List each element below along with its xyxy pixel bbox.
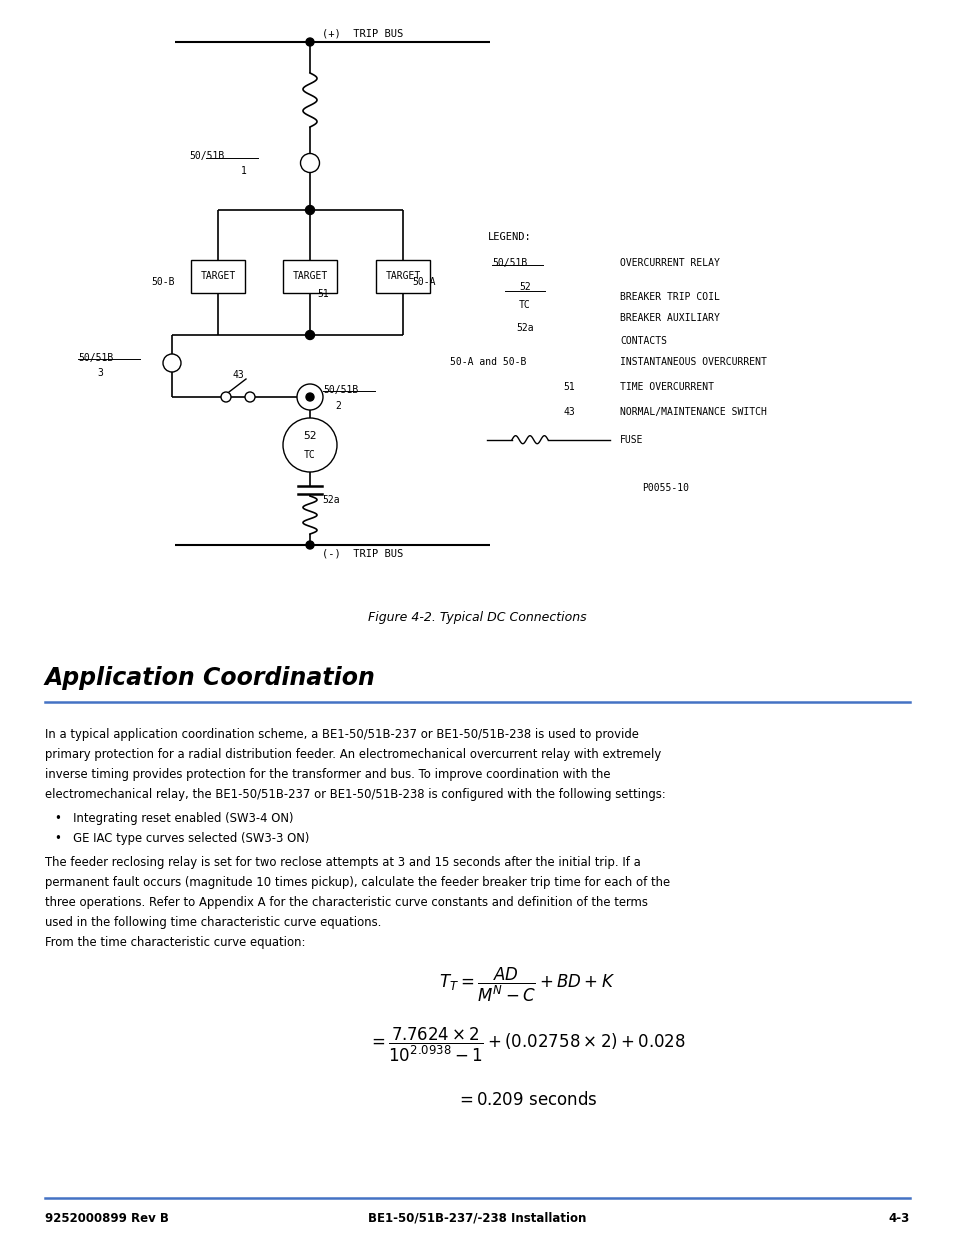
Text: BE1-50/51B-237/-238 Installation: BE1-50/51B-237/-238 Installation — [368, 1212, 585, 1224]
Text: $= 0.209 \text{ seconds}$: $= 0.209 \text{ seconds}$ — [456, 1091, 598, 1109]
Text: The feeder reclosing relay is set for two reclose attempts at 3 and 15 seconds a: The feeder reclosing relay is set for tw… — [45, 856, 640, 869]
Circle shape — [306, 393, 314, 401]
Text: 51: 51 — [562, 382, 575, 391]
Bar — [283, 261, 336, 293]
Text: BREAKER AUXILIARY: BREAKER AUXILIARY — [619, 314, 720, 324]
Bar — [191, 261, 245, 293]
Text: permanent fault occurs (magnitude 10 times pickup), calculate the feeder breaker: permanent fault occurs (magnitude 10 tim… — [45, 876, 669, 889]
Text: $= \dfrac{7.7624 \times 2}{10^{2.0938} - 1} + (0.02758 \times 2) + 0.028$: $= \dfrac{7.7624 \times 2}{10^{2.0938} -… — [368, 1026, 685, 1065]
Text: 43: 43 — [562, 406, 575, 416]
Text: 50-B: 50-B — [152, 277, 174, 287]
Text: used in the following time characteristic curve equations.: used in the following time characteristi… — [45, 916, 381, 929]
Text: CONTACTS: CONTACTS — [619, 336, 666, 346]
Text: (-)  TRIP BUS: (-) TRIP BUS — [322, 550, 403, 559]
Text: •   GE IAC type curves selected (SW3-3 ON): • GE IAC type curves selected (SW3-3 ON) — [55, 832, 309, 845]
Text: 50/51B: 50/51B — [190, 151, 225, 161]
Text: From the time characteristic curve equation:: From the time characteristic curve equat… — [45, 936, 305, 948]
Text: 52: 52 — [303, 431, 316, 441]
Circle shape — [306, 38, 314, 46]
Text: FUSE: FUSE — [619, 435, 643, 445]
Text: NORMAL/MAINTENANCE SWITCH: NORMAL/MAINTENANCE SWITCH — [619, 406, 766, 416]
Text: 2: 2 — [335, 401, 340, 411]
Text: 50/51B: 50/51B — [492, 258, 527, 268]
Text: 51: 51 — [316, 289, 329, 299]
Text: 43: 43 — [232, 370, 244, 380]
Circle shape — [300, 153, 319, 173]
Text: inverse timing provides protection for the transformer and bus. To improve coord: inverse timing provides protection for t… — [45, 768, 610, 781]
Circle shape — [283, 417, 336, 472]
Circle shape — [305, 205, 314, 215]
Text: TIME OVERCURRENT: TIME OVERCURRENT — [619, 382, 713, 391]
Text: 4-3: 4-3 — [888, 1212, 909, 1224]
Text: Figure 4-2. Typical DC Connections: Figure 4-2. Typical DC Connections — [367, 611, 586, 625]
Text: 3: 3 — [97, 368, 103, 378]
Text: 50-A: 50-A — [412, 277, 435, 287]
Text: primary protection for a radial distribution feeder. An electromechanical overcu: primary protection for a radial distribu… — [45, 748, 660, 761]
Text: 50/51B: 50/51B — [323, 385, 358, 395]
Text: 52a: 52a — [516, 324, 534, 333]
Text: 9252000899 Rev B: 9252000899 Rev B — [45, 1212, 169, 1224]
Text: OVERCURRENT RELAY: OVERCURRENT RELAY — [619, 258, 720, 268]
Text: 50/51B: 50/51B — [78, 353, 113, 363]
Text: 52: 52 — [518, 282, 530, 293]
Text: TC: TC — [304, 450, 315, 459]
Circle shape — [296, 384, 323, 410]
Text: •   Integrating reset enabled (SW3-4 ON): • Integrating reset enabled (SW3-4 ON) — [55, 811, 294, 825]
Text: 52a: 52a — [322, 495, 339, 505]
Text: three operations. Refer to Appendix A for the characteristic curve constants and: three operations. Refer to Appendix A fo… — [45, 897, 647, 909]
Circle shape — [221, 391, 231, 403]
Text: TARGET: TARGET — [385, 272, 420, 282]
Text: electromechanical relay, the BE1-50/51B-237 or BE1-50/51B-238 is configured with: electromechanical relay, the BE1-50/51B-… — [45, 788, 665, 802]
Text: TC: TC — [518, 300, 530, 310]
Circle shape — [163, 354, 181, 372]
Text: LEGEND:: LEGEND: — [488, 232, 531, 242]
Circle shape — [306, 541, 314, 550]
Circle shape — [245, 391, 254, 403]
Text: P0055-10: P0055-10 — [641, 483, 688, 493]
Text: BREAKER TRIP COIL: BREAKER TRIP COIL — [619, 293, 720, 303]
Bar — [375, 261, 430, 293]
Text: 50-A and 50-B: 50-A and 50-B — [450, 357, 526, 367]
Circle shape — [305, 331, 314, 340]
Text: TARGET: TARGET — [200, 272, 235, 282]
Text: INSTANTANEOUS OVERCURRENT: INSTANTANEOUS OVERCURRENT — [619, 357, 766, 367]
Text: $T_T = \dfrac{AD}{M^N - C} + BD + K$: $T_T = \dfrac{AD}{M^N - C} + BD + K$ — [438, 966, 615, 1004]
Text: TARGET: TARGET — [292, 272, 327, 282]
Text: In a typical application coordination scheme, a BE1-50/51B-237 or BE1-50/51B-238: In a typical application coordination sc… — [45, 727, 639, 741]
Text: 1: 1 — [241, 165, 247, 177]
Text: Application Coordination: Application Coordination — [45, 666, 375, 690]
Text: (+)  TRIP BUS: (+) TRIP BUS — [322, 28, 403, 38]
